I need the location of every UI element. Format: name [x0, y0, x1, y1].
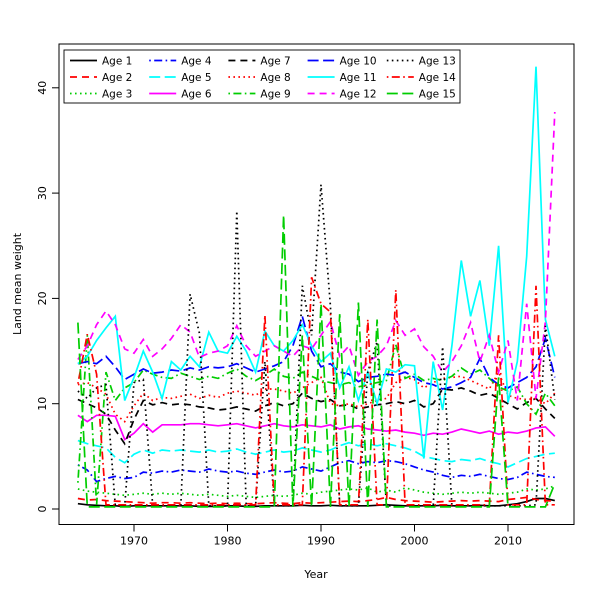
y-tick-label-30: 30: [36, 186, 49, 200]
y-tick-label-10: 10: [36, 397, 49, 411]
series-line-age-12: [77, 111, 556, 401]
series-line-age-14: [77, 277, 555, 506]
legend-label-age-14: Age 14: [419, 72, 456, 84]
x-tick-label-1970: 1970: [120, 535, 148, 548]
legend-label-age-2: Age 2: [102, 72, 132, 84]
legend-label-age-6: Age 6: [181, 88, 212, 100]
series-line-age-10: [77, 313, 556, 390]
series-line-age-13: [77, 184, 556, 507]
series-line-age-15: [77, 215, 556, 508]
legend-label-age-11: Age 11: [340, 72, 377, 84]
series-line-age-6: [77, 414, 556, 441]
legend-label-age-1: Age 1: [102, 55, 132, 67]
series-line-age-11: [77, 66, 556, 459]
x-tick-label-2000: 2000: [401, 535, 429, 548]
y-tick-label-20: 20: [36, 291, 49, 305]
y-tick-label-0: 0: [36, 506, 49, 513]
series-line-age-8: [77, 370, 556, 423]
series-line-age-9: [77, 335, 556, 505]
legend-label-age-7: Age 7: [260, 55, 290, 67]
x-tick-label-2010: 2010: [494, 535, 522, 548]
x-tick-label-1980: 1980: [214, 535, 242, 548]
series-line-age-4: [77, 459, 555, 483]
legend-label-age-3: Age 3: [102, 88, 132, 100]
plot-border: [58, 43, 575, 525]
legend-label-age-10: Age 10: [340, 55, 377, 67]
legend-label-age-5: Age 5: [181, 72, 211, 84]
legend-label-age-8: Age 8: [260, 72, 290, 84]
y-axis-label: Land mean weight: [11, 232, 24, 335]
legend-label-age-12: Age 12: [340, 88, 377, 100]
legend-label-age-9: Age 9: [260, 88, 290, 100]
x-tick-label-1990: 1990: [307, 535, 335, 548]
y-tick-label-40: 40: [36, 81, 49, 95]
legend-label-age-15: Age 15: [419, 88, 456, 100]
series-line-age-1: [77, 497, 555, 508]
series-line-age-3: [77, 484, 556, 499]
x-axis-label: Year: [303, 568, 328, 581]
series-line-age-5: [77, 439, 555, 468]
series-line-age-2: [77, 496, 555, 505]
series-line-age-7: [77, 387, 556, 446]
legend-label-age-13: Age 13: [419, 55, 456, 67]
legend-label-age-4: Age 4: [181, 55, 212, 67]
